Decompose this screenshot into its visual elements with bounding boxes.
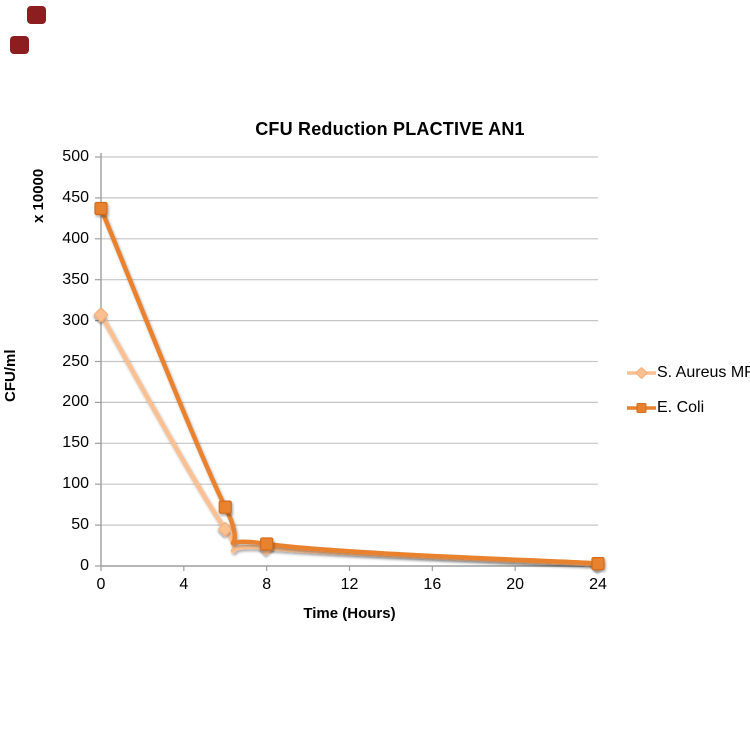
legend-item: E. Coli [627, 390, 750, 425]
diamond-marker [218, 522, 233, 537]
x-tick-label: 0 [96, 576, 106, 593]
y-tick-label: 250 [62, 352, 89, 370]
logo-square [10, 36, 29, 54]
square-marker [218, 500, 232, 514]
y-tick-label: 0 [80, 557, 89, 574]
logo-square [27, 6, 46, 24]
y-tick-label: 50 [71, 516, 89, 534]
square-marker-icon [627, 402, 656, 413]
x-axis-title: Time (Hours) [303, 605, 396, 622]
legend: S. Aureus MR E. Coli [627, 355, 750, 425]
square-marker [591, 556, 605, 571]
y-tick-label: 200 [62, 393, 89, 411]
legend-label: E. Coli [657, 398, 705, 416]
y-tick-label: 100 [62, 475, 89, 493]
square-marker [260, 537, 274, 551]
x-tick-label: 8 [262, 576, 272, 593]
x-tick-label: 12 [340, 576, 359, 593]
legend-label: S. Aureus MR [657, 363, 750, 381]
x-tick-label: 20 [506, 576, 525, 593]
diamond-marker-icon [627, 366, 656, 379]
x-tick-label: 4 [179, 576, 189, 593]
y-tick-label: 450 [62, 188, 89, 206]
x-tick-label: 16 [423, 576, 442, 593]
y-tick-label: 400 [62, 229, 89, 247]
y-tick-label: 150 [62, 434, 89, 452]
x-tick-label: 24 [589, 576, 607, 593]
y-tick-label: 500 [62, 148, 89, 165]
diamond-marker [93, 307, 109, 322]
legend-item: S. Aureus MR [627, 355, 750, 390]
series-line-e-coli [98, 206, 601, 566]
series-line-s-aureus-mr [98, 312, 601, 567]
chart-title: CFU Reduction PLACTIVE AN1 [255, 119, 525, 139]
square-marker [94, 201, 108, 216]
y-tick-label: 300 [62, 311, 89, 329]
y-tick-label: 350 [62, 270, 89, 288]
